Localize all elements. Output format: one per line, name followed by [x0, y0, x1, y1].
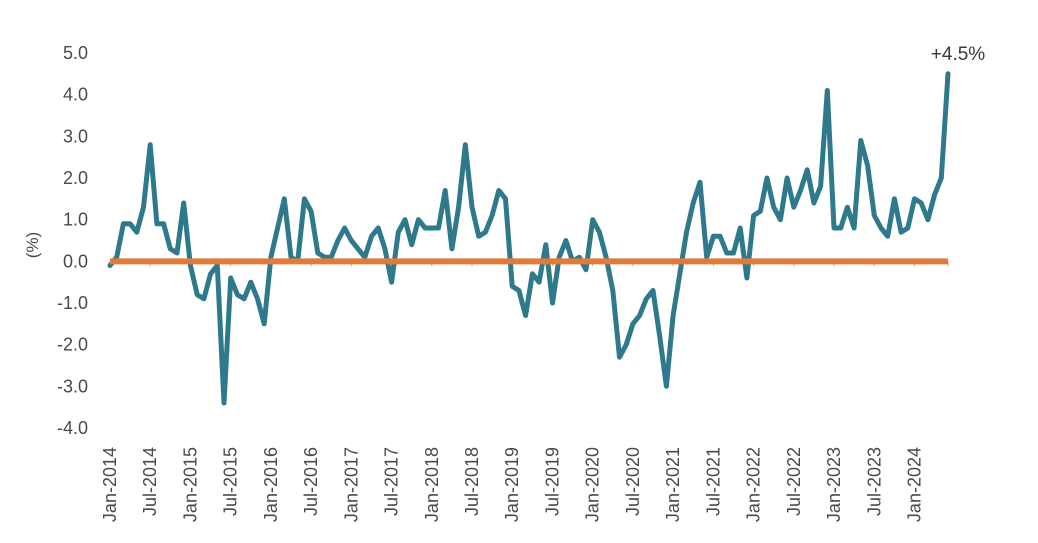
y-tick-label: 1.0	[63, 210, 88, 230]
x-tick-label: Jul-2022	[784, 447, 804, 516]
x-tick-label: Jul-2017	[382, 447, 402, 516]
x-tick-label: Jul-2019	[542, 447, 562, 516]
y-tick-label: -1.0	[57, 293, 88, 313]
x-tick-label: Jan-2020	[583, 447, 603, 522]
y-tick-label: 5.0	[63, 43, 88, 63]
y-tick-label: -2.0	[57, 335, 88, 355]
y-tick-label: 3.0	[63, 126, 88, 146]
x-tick-label: Jul-2014	[140, 447, 160, 516]
x-tick-label: Jul-2021	[703, 447, 723, 516]
y-tick-label: 2.0	[63, 168, 88, 188]
x-tick-label: Jul-2023	[864, 447, 884, 516]
x-tick-label: Jan-2023	[824, 447, 844, 522]
x-tick-label: Jan-2021	[663, 447, 683, 522]
x-tick-label: Jan-2024	[904, 447, 924, 522]
y-tick-label: 4.0	[63, 85, 88, 105]
x-tick-label: Jan-2019	[502, 447, 522, 522]
y-axis-tick-labels: 5.0 4.0 3.0 2.0 1.0 0.0 -1.0 -2.0 -3.0 -4.0	[57, 43, 88, 438]
y-axis-title: (%)	[23, 232, 42, 258]
x-tick-label: Jan-2017	[341, 447, 361, 522]
x-tick-label: Jan-2022	[744, 447, 764, 522]
x-tick-label: Jan-2014	[100, 447, 120, 522]
x-tick-label: Jul-2015	[221, 447, 241, 516]
x-axis-tick-labels: Jan-2014 Jul-2014 Jan-2015 Jul-2015 Jan-2016…	[100, 447, 924, 522]
y-tick-label: 0.0	[63, 251, 88, 271]
last-value-annotation: +4.5%	[931, 44, 986, 65]
y-tick-label: -3.0	[57, 376, 88, 396]
x-tick-label: Jan-2015	[180, 447, 200, 522]
x-tick-label: Jan-2018	[422, 447, 442, 522]
series-line-main	[107, 71, 951, 406]
y-tick-label: -4.0	[57, 418, 88, 438]
x-tick-label: Jul-2016	[301, 447, 321, 516]
x-tick-label: Jul-2018	[462, 447, 482, 516]
series-lines	[107, 71, 951, 406]
x-tick-label: Jan-2016	[261, 447, 281, 522]
x-tick-label: Jul-2020	[623, 447, 643, 516]
